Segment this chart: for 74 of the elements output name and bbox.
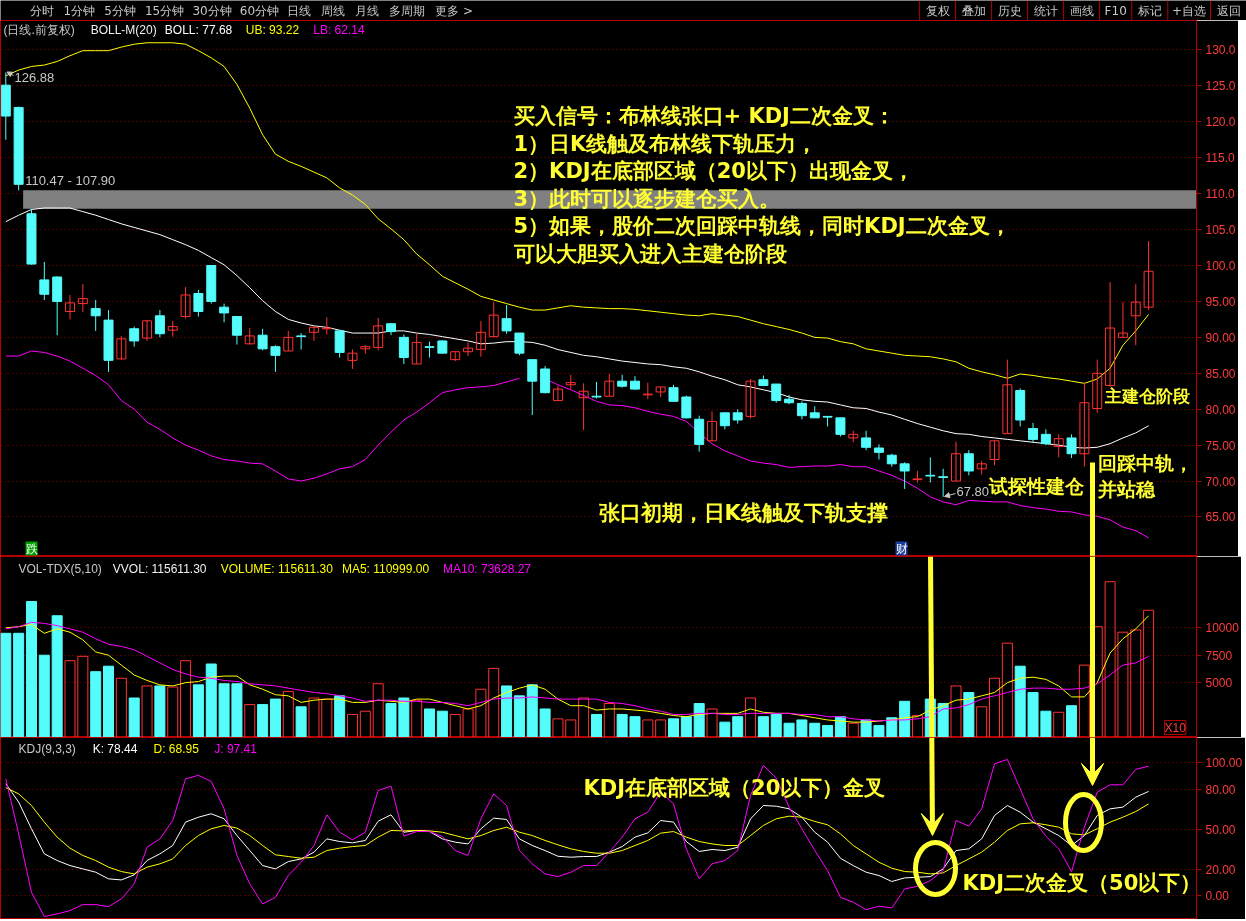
- annotation: 张口初期，日K线触及下轨支撑: [598, 500, 888, 525]
- chart-subtitle: BOLL-M(20): [90, 23, 157, 38]
- y-tick-label: 20.00: [1205, 862, 1236, 877]
- text: 分时: [29, 3, 54, 18]
- text: J: 97.41: [214, 741, 258, 756]
- y-tick-label: 125.0: [1205, 79, 1236, 94]
- text: VVOL: 115611.30: [112, 561, 207, 576]
- text: 标记: [1136, 3, 1162, 18]
- text: 60分钟: [239, 3, 280, 18]
- band-label: 110.47 - 107.90: [25, 173, 116, 189]
- y-tick-label: 130.0: [1205, 43, 1236, 58]
- y-axis-title: X10: [1164, 720, 1187, 735]
- text: MA5: 110999.00: [341, 561, 430, 576]
- text: 统计: [1033, 3, 1058, 18]
- y-tick-label: 7500: [1205, 648, 1233, 663]
- text: D: 68.95: [153, 741, 200, 756]
- text: 5分钟: [104, 3, 136, 18]
- annotation: KDJ在底部区域（20以下）金叉: [583, 775, 886, 800]
- y-tick-label: 80.00: [1205, 782, 1236, 797]
- text: +自选: [1172, 3, 1207, 18]
- y-tick-label: 115.0: [1205, 151, 1235, 166]
- y-tick-label: 90.00: [1205, 330, 1236, 345]
- text: 返回: [1216, 3, 1241, 18]
- text: K: 78.44: [92, 741, 138, 756]
- y-tick-label: 0.00: [1205, 889, 1230, 904]
- text: 画线: [1069, 3, 1094, 18]
- annotation: VOLUME: 115611.30: [220, 561, 334, 576]
- chart-title: (日线.前复权): [3, 23, 75, 38]
- annotation: 1）日K线触及布林线下轨压力，: [513, 131, 818, 156]
- annotation: 主建仓阶段: [1103, 385, 1191, 406]
- y-tick-label: 95.00: [1205, 294, 1236, 309]
- annotation: 可以大胆买入进入主建仓阶段: [512, 242, 788, 266]
- annotation: 回踩中轨，: [1097, 451, 1193, 474]
- text: 叠加: [961, 3, 986, 18]
- text: 15分钟: [144, 3, 185, 18]
- text: 复权: [925, 3, 950, 18]
- annotation: 126.88: [14, 70, 55, 85]
- text: 更多 >: [435, 3, 474, 18]
- text: F10: [1104, 3, 1127, 18]
- y-tick-label: 100.00: [1205, 756, 1243, 771]
- annotation: 买入信号：布林线张口+ KDJ二次金叉：: [513, 104, 895, 128]
- y-tick-label: 80.00: [1205, 402, 1236, 417]
- annotation: 2）KDJ在底部区域（20以下）出现金叉，: [513, 159, 914, 184]
- annotation: KDJ二次金叉（50以下）: [962, 870, 1202, 895]
- chart-title: KDJ(9,3,3): [18, 741, 76, 756]
- y-tick-label: 5000: [1205, 676, 1233, 691]
- text: 30分钟: [192, 3, 232, 18]
- text: BOLL: 77.68: [164, 23, 233, 38]
- y-tick-label: 110.0: [1205, 187, 1235, 202]
- text: 日线: [287, 3, 312, 18]
- text: UB: 93.22: [245, 23, 300, 38]
- text: 月线: [355, 3, 380, 18]
- y-tick-label: 120.0: [1205, 115, 1236, 130]
- y-tick-label: 50.00: [1205, 822, 1236, 837]
- annotation: 财: [895, 541, 908, 556]
- y-tick-label: 100.0: [1205, 259, 1236, 274]
- y-tick-label: 70.00: [1205, 474, 1236, 489]
- annotation: 3）此时可以逐步建仓买入。: [513, 186, 781, 211]
- text: MA10: 73628.27: [442, 561, 532, 576]
- annotation: 试探性建仓: [987, 474, 1085, 497]
- text: VOL-TDX(5,10): [18, 561, 102, 576]
- text: 1分钟: [63, 3, 96, 18]
- y-tick-label: 10000: [1205, 621, 1240, 636]
- y-tick-label: 105.0: [1205, 223, 1236, 238]
- text: 历史: [997, 3, 1022, 18]
- annotation: 5）如果，股价二次回踩中轨线，同时KDJ二次金叉，: [513, 214, 1011, 239]
- y-tick-label: 65.00: [1205, 510, 1236, 525]
- annotation: 并站稳: [1096, 477, 1156, 500]
- annotation: 跌: [25, 541, 38, 556]
- text: 周线: [321, 3, 346, 18]
- y-tick-label: 75.00: [1205, 438, 1236, 453]
- y-tick-label: 85.00: [1205, 366, 1236, 381]
- text: 多周期: [389, 3, 426, 18]
- text: LB: 62.14: [313, 23, 365, 38]
